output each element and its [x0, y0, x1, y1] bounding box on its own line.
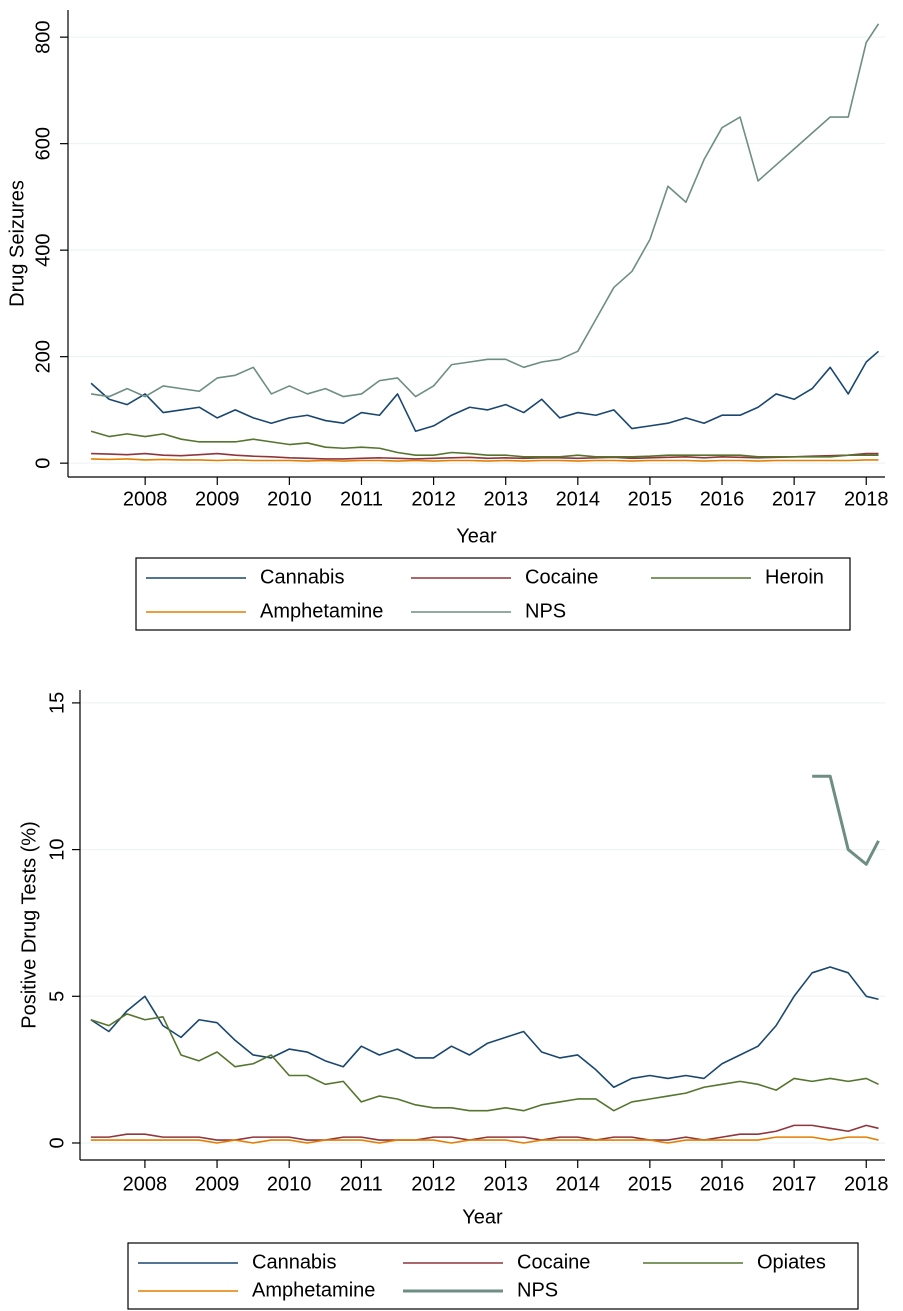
legend-label: Cannabis [260, 566, 345, 588]
x-tick-label: 2017 [772, 1173, 817, 1195]
x-tick-label: 2011 [340, 1173, 383, 1195]
y-tick-label: 5 [46, 991, 68, 1002]
x-tick-label: 2009 [195, 1173, 240, 1195]
series-line [90, 350, 880, 433]
y-axis-title: Positive Drug Tests (%) [18, 821, 40, 1028]
x-tick-label: 2018 [844, 1173, 889, 1195]
legend-label: Amphetamine [252, 1279, 375, 1301]
x-tick-label: 2009 [195, 488, 240, 510]
legend-label: Opiates [757, 1251, 826, 1273]
series-line [90, 1136, 879, 1144]
x-tick-label: 2012 [411, 488, 456, 510]
x-tick-label: 2015 [628, 1173, 673, 1195]
x-tick-label: 2008 [123, 1173, 168, 1195]
x-tick-label: 2010 [267, 1173, 312, 1195]
x-tick-label: 2012 [411, 1173, 456, 1195]
x-tick-label: 2010 [267, 488, 312, 510]
legend-label: Cocaine [517, 1251, 590, 1273]
y-tick-label: 400 [32, 233, 54, 266]
y-tick-label: 0 [46, 1137, 68, 1148]
legend-label: Cannabis [252, 1251, 337, 1273]
y-tick-label: 200 [32, 340, 54, 373]
series-line [90, 966, 879, 1089]
x-axis-title: Year [456, 525, 497, 547]
x-tick-label: 2017 [772, 488, 817, 510]
x-tick-label: 2016 [700, 1173, 745, 1195]
series-line [91, 458, 879, 462]
x-tick-label: 2011 [340, 488, 383, 510]
x-tick-label: 2008 [123, 488, 168, 510]
legend-label: NPS [525, 600, 566, 622]
x-tick-label: 2014 [556, 488, 601, 510]
legend-box [127, 1242, 859, 1310]
x-tick-label: 2018 [844, 488, 889, 510]
y-tick-label: 10 [46, 838, 68, 860]
series-line [90, 430, 879, 458]
x-tick-label: 2016 [700, 488, 745, 510]
series-line [90, 1124, 879, 1141]
y-tick-label: 800 [32, 20, 54, 53]
y-tick-label: 0 [32, 458, 54, 469]
series-line [812, 774, 880, 866]
x-tick-label: 2015 [628, 488, 673, 510]
y-tick-label: 600 [32, 127, 54, 160]
x-tick-label: 2013 [483, 1173, 528, 1195]
legend-label: Cocaine [525, 566, 598, 588]
y-tick-label: 15 [46, 692, 68, 714]
legend-label: Amphetamine [260, 600, 383, 622]
legend-box [135, 557, 851, 631]
x-tick-label: 2014 [555, 1173, 600, 1195]
series-line [91, 452, 879, 460]
series-line [90, 23, 880, 398]
legend-label: Heroin [765, 566, 824, 588]
x-tick-label: 2013 [483, 488, 528, 510]
y-axis-title: Drug Seizures [6, 180, 28, 307]
series-line [90, 1013, 879, 1112]
x-axis-title: Year [462, 1206, 503, 1228]
legend-label: NPS [517, 1279, 558, 1301]
